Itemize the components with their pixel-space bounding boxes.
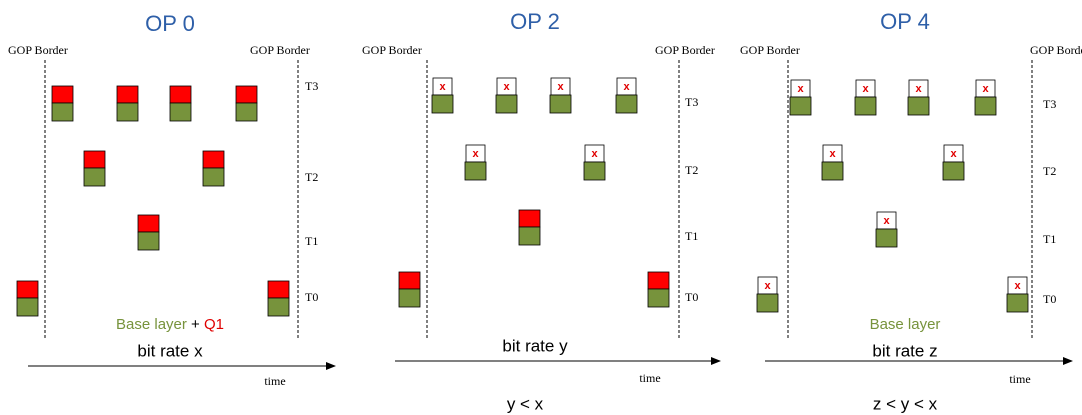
drop-mark: x [764,280,771,292]
drop-mark: x [623,81,630,93]
base-frame [615,94,638,114]
gop-border-label: GOP Border [740,43,800,57]
bitrate: bit rate y [502,336,568,355]
base-frame [875,228,898,248]
layer-label: T0 [1043,292,1056,306]
drop-mark: x [472,148,479,160]
enhancement-frame [202,150,225,169]
base-frame [518,226,541,246]
layer-label: T3 [1043,97,1056,111]
gop-border-label: GOP Border [250,43,310,57]
layer-label: T2 [685,163,698,177]
caption: Base layer [870,316,941,333]
layer-label: T0 [305,290,318,304]
gop-border-label: GOP Border [8,43,68,57]
drop-mark: x [797,83,804,95]
base-frame [789,96,812,116]
base-frame [1006,293,1029,313]
enhancement-frame [647,271,670,290]
drop-mark: x [439,81,446,93]
base-frame [16,297,39,317]
layer-label: T1 [1043,232,1056,246]
enhancement-frame [51,85,74,104]
gop-border-label: GOP Border [362,43,422,57]
layer-label: T3 [305,79,318,93]
base-frame [169,102,192,122]
caption-part: Q1 [204,316,224,333]
enhancement-frame [137,214,160,233]
enhancement-frame [16,280,39,299]
drop-mark: x [950,148,957,160]
drop-mark: x [982,83,989,95]
time-label: time [1009,372,1030,386]
caption-part: + [191,316,200,333]
base-frame [431,94,454,114]
caption: Base layer + Q1 [116,316,224,333]
base-frame [907,96,930,116]
caption-part: Base layer [870,316,941,333]
layer-label: T2 [1043,164,1056,178]
base-frame [464,161,487,181]
layer-label: T1 [685,229,698,243]
base-frame [267,297,290,317]
enhancement-frame [398,271,421,290]
base-frame [583,161,606,181]
base-frame [942,161,965,181]
panel-title: OP 0 [145,11,195,36]
base-frame [235,102,258,122]
base-frame [83,167,106,187]
base-frame [202,167,225,187]
gop-border-label: GOP Border [1030,43,1082,57]
base-frame [137,231,160,251]
gop-border-label: GOP Border [655,43,715,57]
drop-mark: x [915,83,922,95]
drop-mark: x [591,148,598,160]
enhancement-frame [83,150,106,169]
drop-mark: x [557,81,564,93]
layer-label: T3 [685,95,698,109]
base-frame [756,293,779,313]
drop-mark: x [1014,280,1021,292]
enhancement-frame [116,85,139,104]
drop-mark: x [503,81,510,93]
time-label: time [639,371,660,385]
panel-title: OP 2 [510,9,560,34]
enhancement-frame [235,85,258,104]
base-frame [974,96,997,116]
comparison: z < y < x [873,394,938,413]
base-frame [398,288,421,308]
bitrate: bit rate z [872,341,937,360]
panel-title: OP 4 [880,9,930,34]
enhancement-frame [169,85,192,104]
time-label: time [264,374,285,388]
bitrate: bit rate x [137,341,203,360]
base-frame [51,102,74,122]
base-frame [854,96,877,116]
base-frame [495,94,518,114]
enhancement-frame [267,280,290,299]
layer-label: T1 [305,234,318,248]
caption-part: Base layer [116,316,187,333]
base-frame [116,102,139,122]
base-frame [647,288,670,308]
enhancement-frame [518,209,541,228]
layer-label: T0 [685,290,698,304]
drop-mark: x [883,215,890,227]
layer-label: T2 [305,170,318,184]
drop-mark: x [829,148,836,160]
comparison: y < x [507,394,544,413]
base-frame [549,94,572,114]
drop-mark: x [862,83,869,95]
base-frame [821,161,844,181]
